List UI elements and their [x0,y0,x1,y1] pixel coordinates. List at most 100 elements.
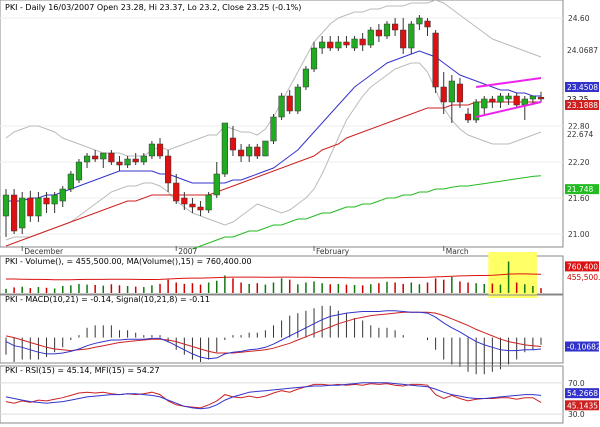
rsi-mfi-lines [5,382,542,410]
trend-channel [475,77,542,118]
date-label: February [316,247,350,256]
mfi-line [5,382,542,410]
rsi-panel-title: PKI - RSI(15) = 45.14, MFI(15) = 54.27 [5,366,160,375]
rsi-panel-frame [0,365,564,424]
candle-down [392,23,399,31]
price-right-label-bg [565,82,599,92]
candle-up [278,95,285,118]
price-right-label: 21.748 [567,185,593,194]
volume-right-label-bg [565,261,599,272]
candle-down [343,41,350,46]
candle-down [456,83,464,103]
macd-panel-title: PKI - MACD(10,21) = -0.14, Signal(10,21,… [5,295,210,304]
price-panel: PKI - Daily 16/03/2007 Open 23.28, Hi 23… [0,0,599,256]
candle-down [229,137,237,151]
volume-ma [6,273,542,281]
price-right-label: 23.4508 [567,83,598,92]
candle-up [448,80,455,103]
price-right-label: 24.0687 [567,46,598,55]
price-right-label: 22.674 [567,130,593,139]
candle-down [11,194,18,232]
rsi-line [5,383,542,409]
date-label: December [24,247,64,256]
candle-down [108,152,115,163]
candle-up [319,41,326,49]
candle-down [359,38,366,46]
volume-right-label-bg [565,272,599,283]
candle-up [100,152,107,160]
channel-line [475,101,542,118]
candle-up [140,155,147,163]
candle-up [83,155,91,163]
macd-line [5,310,542,360]
candle-down [440,86,447,103]
rsi-panel: PKI - RSI(15) = 45.14, MFI(15) = 54.27 3… [0,365,599,424]
candle-up [335,41,342,49]
candle-up [221,122,228,175]
candle-up [310,47,318,70]
price-tick-label: 22.80 [568,122,590,131]
volume-panel-frame [0,255,564,295]
macd-panel-frame [0,294,564,364]
macd-lines [5,310,542,360]
candle-down [197,206,204,211]
price-right-label-bg [565,128,599,139]
candle-down [432,32,439,88]
price-right-label: 23.1888 [567,101,598,110]
price-tick-label: 22.20 [568,158,590,167]
volume-right-labels: 760,400.0 455,500.0 [565,261,600,283]
price-tick-label: 21.60 [568,194,590,203]
volume-right-label: 455,500.0 [567,273,600,282]
rsi-right-labels: 54.2668 45.1435 [565,388,599,411]
candle-down [92,155,99,160]
rsi-gridlines [0,382,563,415]
sma20-line [6,50,541,202]
volume-right-label: 760,400.0 [567,262,600,271]
candle-up [75,161,83,181]
price-panel-title: PKI - Daily 16/03/2007 Open 23.28, Hi 23… [5,3,301,12]
date-label: March [446,247,469,256]
candle-up [205,194,212,211]
candle-down [165,155,172,184]
price-tick-label: 24.60 [568,14,590,23]
candle-up [529,95,536,100]
rsi-y-axis: 30.0 70.0 [568,379,585,419]
candle-down [327,41,334,49]
candle-up [51,194,58,205]
candle-up [497,95,504,103]
macd-right-labels: -0.106823 [565,341,600,352]
candle-up [213,173,220,196]
candle-up [408,23,415,49]
candle-down [513,95,520,106]
date-label: 2007 [178,247,197,256]
price-right-label-bg [565,44,599,55]
candle-down [116,161,123,166]
candle-up [294,86,301,112]
candle-up [505,95,512,100]
candle-down [43,197,50,205]
price-right-label-bg [565,94,599,104]
rsi-tick-label: 70.0 [568,379,585,388]
candle-down [375,29,382,37]
candle-down [189,203,196,208]
volume-bars [5,261,542,293]
macd-signal-line [5,311,542,354]
rsi-right-label-bg [565,400,599,411]
candle-down [489,98,496,103]
macd-right-label-bg [565,341,599,352]
price-y-axis: 21.00 21.60 22.20 22.80 24.60 [568,14,590,239]
candle-up [124,158,131,166]
candle-up [67,173,74,190]
candle-down [27,197,34,217]
macd-panel: PKI - MACD(10,21) = -0.14, Signal(10,21,… [0,294,600,375]
rsi-tick-label: 30.0 [568,410,585,419]
candle-up [19,197,26,229]
volume-panel: PKI - Volume(), = 455,500.00, MA(Volume(… [0,252,600,298]
rsi-right-label: 45.1435 [567,401,598,410]
candle-down [286,95,293,112]
candle-up [35,197,42,217]
sma200-line [192,175,542,250]
candle-up [383,23,391,37]
candle-down [156,143,164,157]
